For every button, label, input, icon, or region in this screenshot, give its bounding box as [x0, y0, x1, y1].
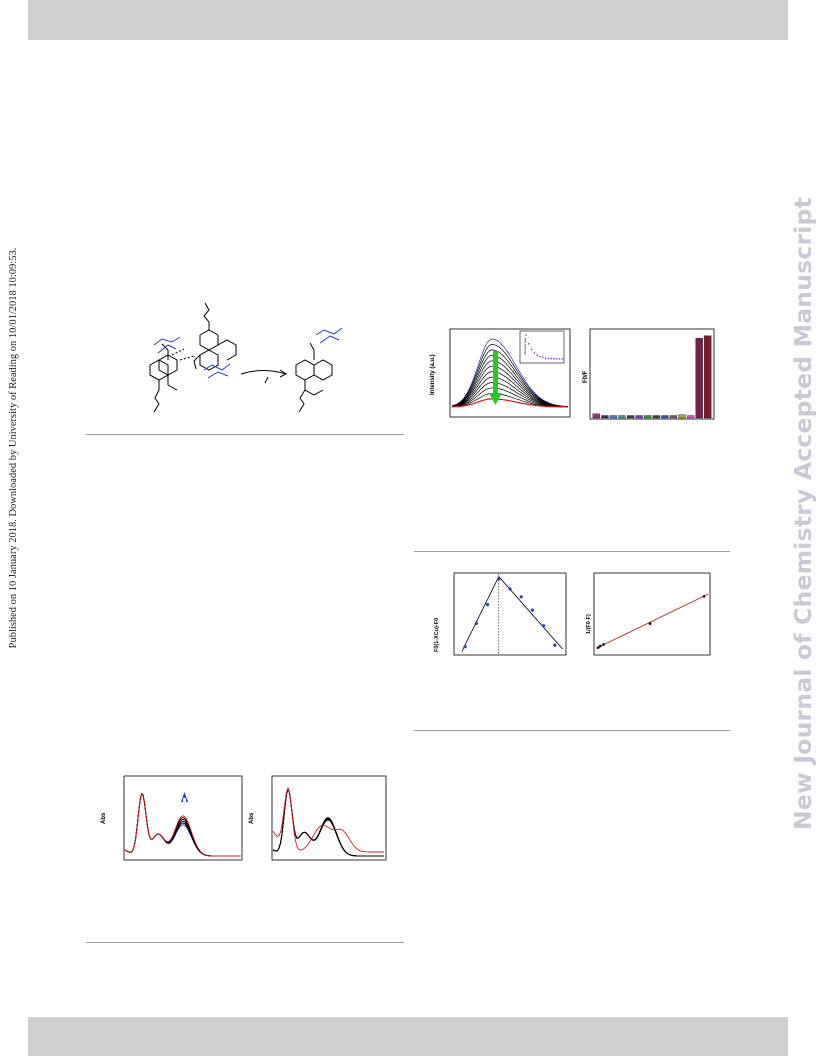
abs-curve — [124, 793, 241, 857]
inset-point — [556, 358, 558, 360]
selectivity-bar — [644, 415, 652, 419]
selectivity-bar — [609, 415, 618, 419]
inset-point — [525, 334, 527, 336]
job-point — [530, 608, 534, 612]
bh-point — [648, 622, 652, 625]
fluorescence-curve — [451, 365, 569, 408]
absorbance-chart-left: Abs — [101, 775, 243, 861]
job-fit-falling — [498, 576, 563, 650]
bh-point — [599, 644, 602, 648]
selectivity-bar — [661, 415, 669, 419]
inset-point — [553, 357, 555, 360]
bh-fit-line — [595, 593, 709, 649]
inset-point — [550, 357, 552, 360]
job-fit-rising — [461, 576, 500, 652]
selectivity-bar — [669, 415, 678, 419]
selectivity-bar — [618, 415, 626, 419]
abs-compare-curve — [272, 787, 384, 857]
header-bar — [28, 0, 788, 40]
job-point — [497, 577, 501, 581]
job-plot-chart: F0(1-XCu)-F0 — [434, 572, 567, 656]
inset-point — [542, 356, 544, 359]
selectivity-bar — [704, 335, 712, 419]
inset-ylabel: Intensity (au) — [523, 338, 527, 355]
inset-point — [558, 358, 561, 360]
job-point — [542, 624, 546, 628]
abs-ylabel-right: Abs — [249, 812, 255, 824]
abs-red-curve — [272, 786, 384, 853]
job-point — [553, 643, 557, 647]
selectivity-bar — [601, 415, 609, 419]
inset-point — [539, 355, 541, 358]
selectivity-bar — [635, 415, 643, 419]
footer-bar — [28, 1017, 788, 1056]
job-ylabel: F0(1-XCu)-F0 — [434, 618, 440, 652]
abs-curve — [124, 793, 241, 857]
selectivity-bar — [695, 338, 703, 419]
fluorescence-curve — [451, 398, 568, 408]
published-notice: Published on 10 January 2018. Downloaded… — [8, 247, 19, 649]
inset-point — [547, 357, 550, 360]
job-point — [519, 595, 523, 599]
selectivity-chart: F0/F — [583, 328, 715, 420]
fluorescence-curve — [451, 349, 569, 407]
inset-point — [544, 357, 547, 359]
divider — [86, 434, 404, 435]
inset-point — [536, 354, 538, 356]
fluorescence-curve — [451, 376, 569, 408]
benesi-ylabel: 1/(F0-F) — [586, 614, 592, 634]
abs-compare-curve — [272, 787, 384, 857]
abs-compare-curve — [272, 787, 384, 857]
selectivity-bar — [626, 415, 635, 419]
inset-point — [530, 348, 533, 351]
selectivity-ylabel: F0/F — [583, 370, 589, 383]
inset-point — [533, 352, 536, 354]
divider — [414, 551, 730, 552]
abs-ylabel-left: Abs — [101, 812, 107, 824]
abs-compare-curve — [272, 787, 384, 857]
bh-point — [702, 595, 706, 598]
selectivity-bar — [686, 415, 695, 419]
abs-compare-curve — [272, 787, 384, 857]
job-point — [508, 587, 512, 591]
divider — [86, 942, 404, 943]
job-point — [463, 645, 467, 649]
job-point — [486, 603, 490, 607]
fluorescence-chart: Intensity (a.u.) Intensity (au) — [430, 328, 571, 418]
job-point — [474, 621, 478, 625]
absorbance-chart-right: Abs — [249, 775, 387, 861]
fluorescence-ylabel: Intensity (a.u.) — [430, 354, 436, 395]
bh-point — [602, 643, 605, 646]
selectivity-bar — [652, 415, 660, 419]
selectivity-bar — [592, 413, 600, 419]
bh-point — [596, 646, 600, 649]
divider — [414, 730, 730, 731]
inset-point — [528, 343, 530, 345]
selectivity-bar — [678, 414, 686, 419]
inset-point — [561, 358, 564, 360]
journal-watermark: New Journal of Chemistry Accepted Manusc… — [789, 197, 816, 830]
reaction-scheme — [149, 302, 343, 413]
benesi-chart: 1/(F0-F) — [586, 572, 711, 656]
fluorescence-curve — [451, 387, 569, 408]
fluorescence-curve — [451, 354, 569, 408]
